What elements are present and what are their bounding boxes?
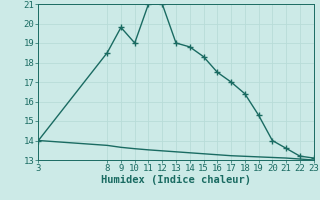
- X-axis label: Humidex (Indice chaleur): Humidex (Indice chaleur): [101, 175, 251, 185]
